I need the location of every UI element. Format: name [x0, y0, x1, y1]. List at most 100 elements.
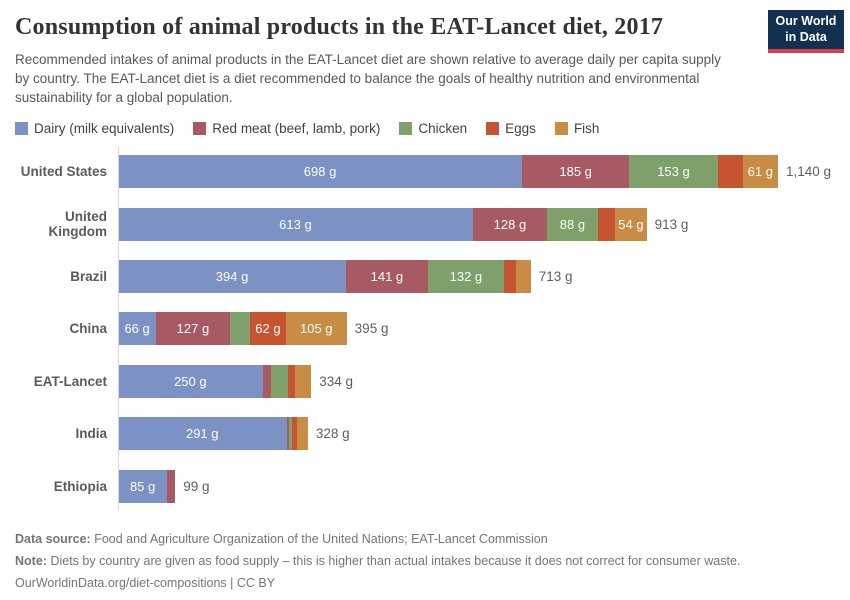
bar-segment-label: 613 g: [279, 216, 312, 232]
data-source-label: Data source:: [15, 532, 91, 547]
row-label: EAT-Lancet: [33, 373, 107, 389]
bar-segment[interactable]: 291 g: [118, 417, 287, 451]
bar-segment-label: 185 g: [559, 164, 592, 180]
bar-track: 698 g 185 g 153 g 61 g 1,140 g: [118, 155, 835, 189]
bar-segment-label: 66 g: [124, 321, 150, 337]
bar-segment[interactable]: 128 g: [472, 207, 547, 241]
bar-segment-label: 105 g: [300, 321, 333, 337]
bar-segment[interactable]: [229, 312, 250, 346]
bar-track: 85 g 99 g: [118, 469, 835, 503]
bar-segment-label: 153 g: [657, 164, 690, 180]
legend-swatch: [193, 122, 207, 136]
bar-segment-label: 291 g: [185, 426, 219, 442]
bar-segment[interactable]: 88 g: [546, 207, 598, 241]
bar-segment-label: 62 g: [255, 321, 281, 337]
legend-swatch: [554, 122, 568, 136]
legend-item[interactable]: Dairy (milk equivalents): [15, 121, 174, 136]
bar-segment[interactable]: 62 g: [249, 312, 286, 346]
bar-segment[interactable]: [516, 259, 531, 293]
bar-segment-label: 127 g: [176, 321, 210, 337]
legend-swatch: [399, 122, 413, 136]
legend-item[interactable]: Fish: [554, 121, 600, 137]
chart-row: EAT-Lancet 250 g 334 g: [15, 355, 835, 407]
chart-row: India 291 g 328 g: [15, 407, 835, 459]
row-label: United States: [20, 164, 107, 180]
chart-header: Consumption of animal products in the EA…: [15, 10, 844, 107]
bar-segment[interactable]: [167, 469, 176, 503]
legend-label: Eggs: [505, 121, 536, 137]
bar-segment-label: 54 g: [618, 216, 644, 232]
y-axis-line: [118, 147, 119, 511]
bar-total-label: 328 g: [315, 426, 350, 442]
bar-segment[interactable]: 153 g: [629, 155, 718, 189]
legend-label: Red meat (beef, lamb, pork): [212, 121, 381, 137]
legend-item[interactable]: Chicken: [399, 121, 467, 136]
data-source-text: Food and Agriculture Organization of the…: [94, 532, 548, 547]
bar-total-label: 334 g: [319, 373, 354, 389]
legend-item[interactable]: Red meat (beef, lamb, pork): [193, 121, 380, 136]
bar-segment[interactable]: [289, 417, 292, 451]
row-label: United Kingdom: [48, 209, 108, 240]
bar-segment[interactable]: [295, 364, 312, 398]
bar-segment[interactable]: [297, 417, 308, 451]
bar-segment[interactable]: 127 g: [156, 312, 230, 346]
owid-url: OurWorldinData.org/diet-compositions | C…: [15, 575, 276, 590]
bar-segment[interactable]: [504, 259, 517, 293]
bar-segment[interactable]: 66 g: [118, 312, 157, 346]
chart-subtitle: Recommended intakes of animal products i…: [15, 52, 721, 106]
bar-segment[interactable]: 132 g: [427, 259, 505, 293]
bar-segment[interactable]: [270, 364, 288, 398]
legend: Dairy (milk equivalents) Red meat (beef, …: [15, 121, 835, 136]
bar-segment[interactable]: 698 g: [118, 155, 523, 189]
legend-swatch: [486, 122, 500, 136]
bar-total-label: 713 g: [538, 268, 573, 284]
bar-segment[interactable]: 613 g: [118, 207, 473, 241]
bar-segment-label: 88 g: [559, 216, 586, 232]
bar-segment[interactable]: 250 g: [118, 364, 263, 398]
bar-total-label: 1,140 g: [785, 164, 832, 180]
chart-row: United States 698 g 185 g 153 g 61 g 1,140 g: [15, 145, 835, 197]
bar-total-label: 395 g: [354, 321, 389, 337]
row-label: Brazil: [70, 268, 107, 284]
data-source-line: Data source: Food and Agriculture Organi…: [15, 529, 835, 551]
bar-segment[interactable]: [262, 364, 271, 398]
bar-segment-label: 141 g: [370, 268, 404, 284]
owid-logo-line2: in Data: [785, 29, 827, 44]
bar-segment[interactable]: [717, 155, 743, 189]
bar-segment-label: 132 g: [449, 268, 483, 284]
chart-row: China 66 g 127 g 62 g 105 g 395 g: [15, 303, 835, 355]
note-line: Note: Diets by country are given as food…: [15, 551, 835, 573]
bar-segment[interactable]: [291, 417, 298, 451]
bar-segment[interactable]: [286, 417, 290, 451]
owid-logo: Our World in Data: [768, 10, 844, 54]
bar-track: 250 g 334 g: [118, 364, 835, 398]
bar-track: 394 g 141 g 132 g 713 g: [118, 259, 835, 293]
bar-segment[interactable]: [597, 207, 616, 241]
legend-item[interactable]: Eggs: [486, 121, 536, 136]
chart-footer: Data source: Food and Agriculture Organi…: [15, 529, 835, 595]
legend-label: Dairy (milk equivalents): [34, 121, 175, 137]
bar-segment[interactable]: 394 g: [118, 259, 347, 293]
legend-label: Chicken: [418, 121, 468, 137]
bar-segment[interactable]: 105 g: [285, 312, 347, 346]
bar-segment[interactable]: [287, 364, 296, 398]
bar-segment-label: 394 g: [215, 268, 249, 284]
chart-row: Ethiopia 85 g 99 g: [15, 460, 835, 512]
row-label: Ethiopia: [53, 478, 107, 494]
bar-segment[interactable]: 61 g: [742, 155, 778, 189]
bar-segment[interactable]: 141 g: [346, 259, 428, 293]
legend-label: Fish: [573, 121, 600, 137]
bar-track: 66 g 127 g 62 g 105 g 395 g: [118, 312, 835, 346]
row-label: China: [69, 321, 107, 337]
bar-segment[interactable]: 185 g: [522, 155, 630, 189]
bar-segment-label: 61 g: [747, 164, 773, 180]
bar-segment-label: 85 g: [129, 478, 156, 494]
bar-segment[interactable]: 85 g: [118, 469, 168, 503]
bar-segment[interactable]: 54 g: [615, 207, 647, 241]
bar-segment-label: 128 g: [493, 216, 527, 232]
row-label: India: [75, 426, 107, 442]
bar-total-label: 99 g: [183, 478, 210, 494]
